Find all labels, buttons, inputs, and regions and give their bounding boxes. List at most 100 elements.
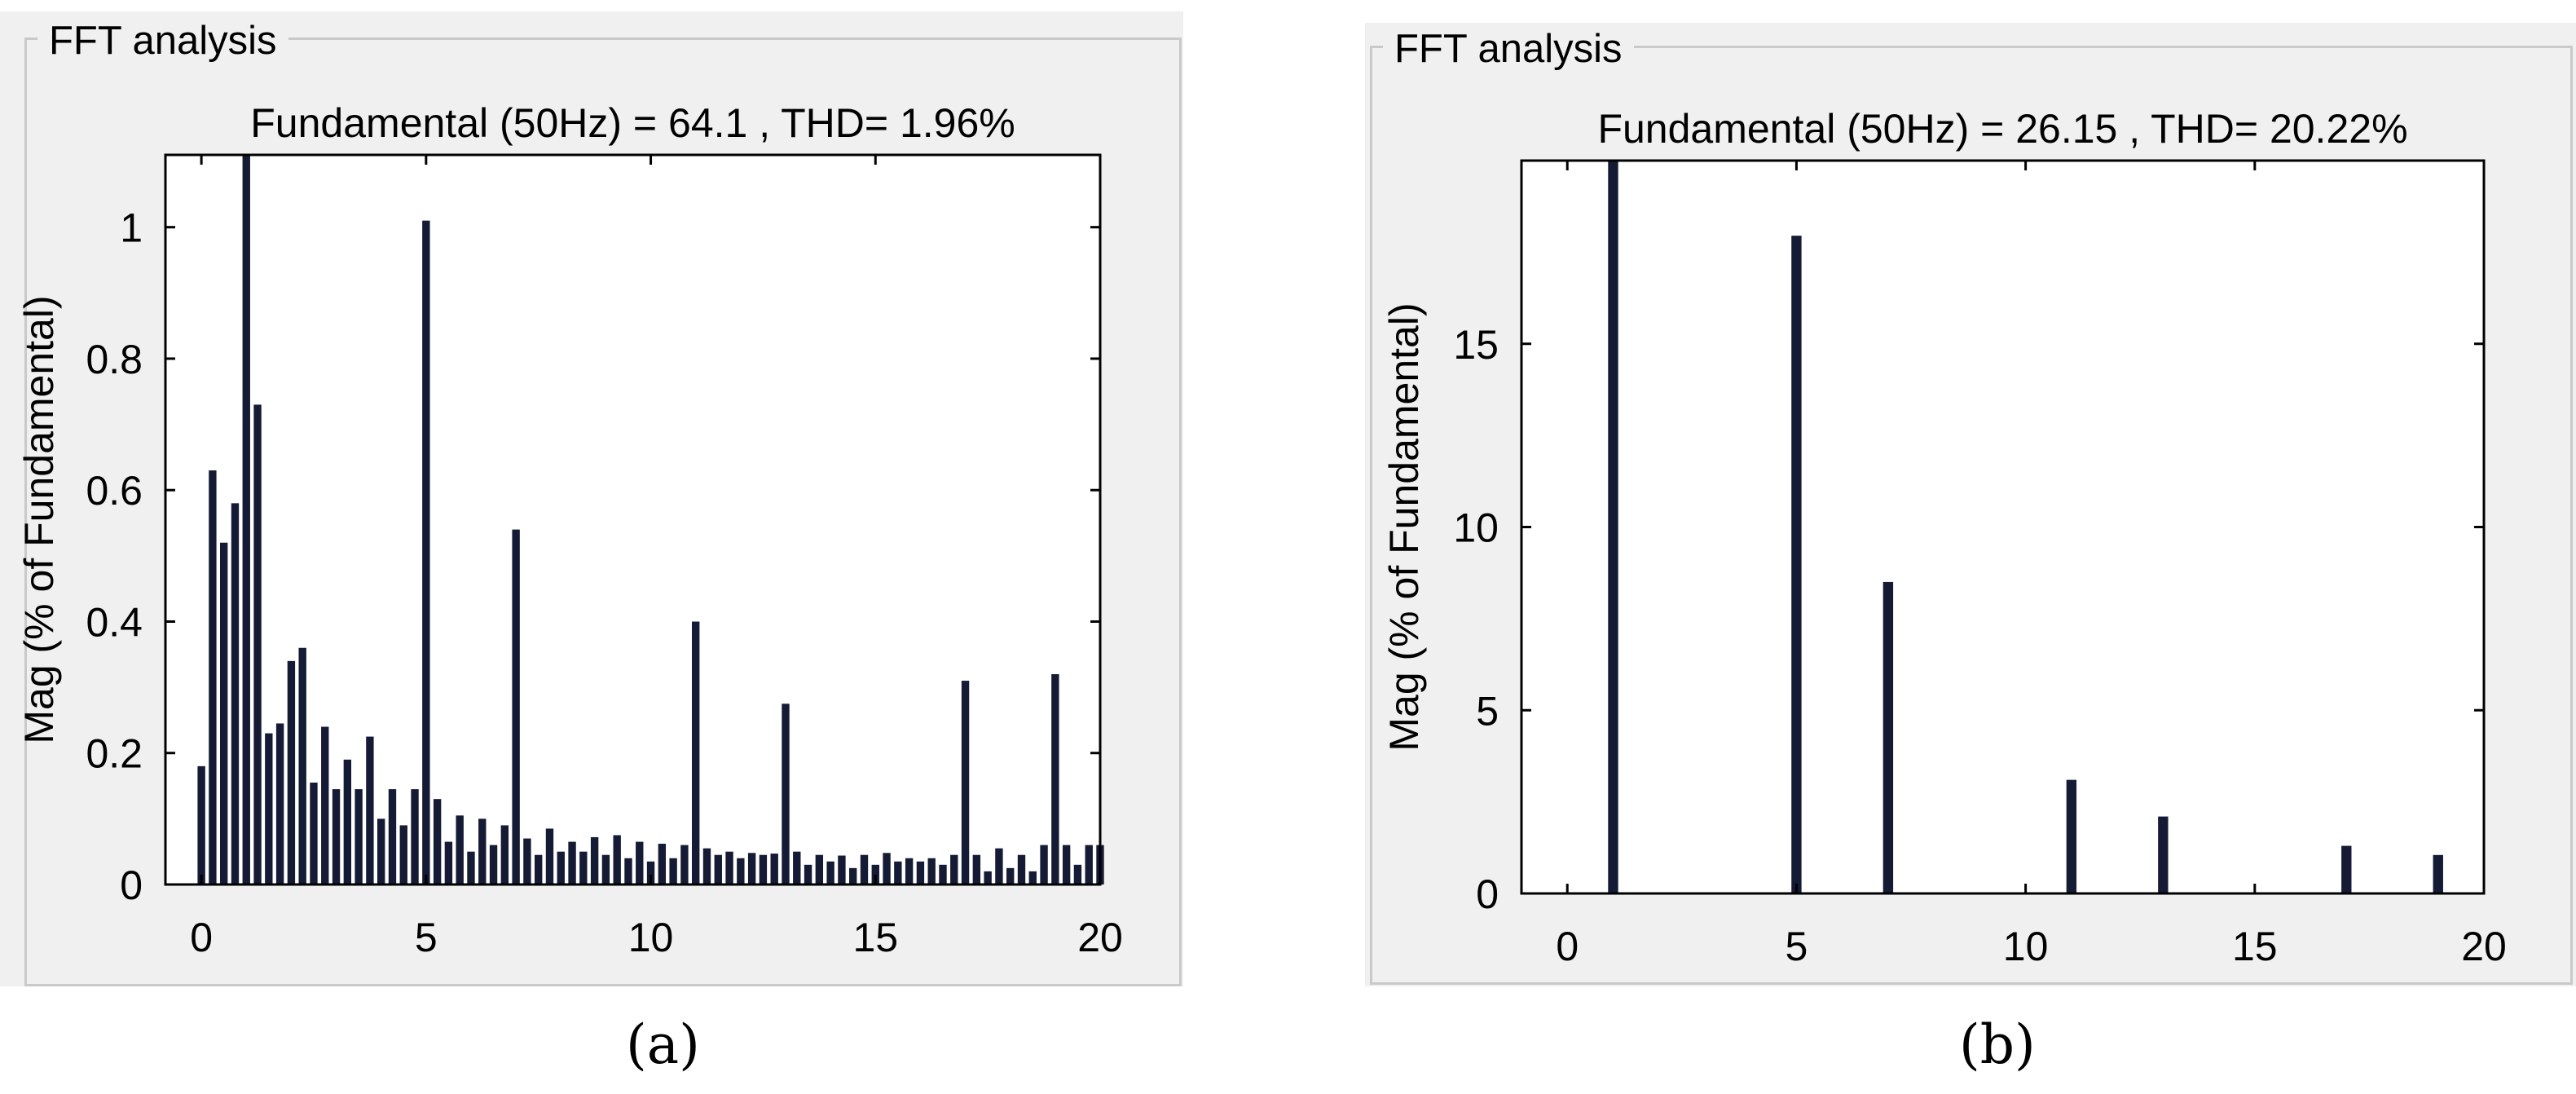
y-tick-label: 0.4 (86, 599, 143, 645)
bar (1791, 236, 1802, 893)
bar (849, 867, 857, 884)
bar (692, 621, 700, 884)
bar (1882, 581, 1894, 893)
bar (646, 861, 655, 884)
axes-box (164, 153, 1102, 886)
panel-a-frame (24, 37, 1182, 986)
bar (2158, 816, 2169, 893)
bar (321, 726, 329, 884)
bar (804, 864, 812, 884)
bar (883, 853, 891, 884)
bar (916, 861, 925, 884)
bar (422, 220, 430, 884)
bar (759, 854, 768, 884)
bar (613, 835, 621, 884)
bar (905, 858, 914, 884)
bar (871, 864, 879, 884)
bar (1085, 845, 1093, 884)
x-tick-label: 0 (190, 915, 213, 960)
bar (467, 851, 475, 884)
bar (725, 851, 733, 884)
bar (253, 404, 262, 884)
bar (535, 854, 543, 884)
bar (1073, 864, 1082, 884)
subfigure-label-b: (b) (1959, 1013, 2036, 1076)
bar (984, 871, 992, 884)
bar (354, 789, 363, 884)
bar (242, 155, 250, 884)
bar (568, 841, 576, 884)
bar (1051, 673, 1059, 884)
bar (287, 660, 296, 884)
bar (702, 848, 711, 884)
bar (939, 864, 947, 884)
y-tick-label: 15 (1453, 322, 1499, 368)
bar (1017, 854, 1026, 884)
bar (972, 854, 981, 884)
bar (265, 733, 273, 884)
bar (489, 845, 498, 884)
bar (298, 647, 306, 884)
bar (377, 818, 385, 884)
panel-b-frame (1370, 46, 2573, 985)
bar (995, 848, 1003, 884)
bar (927, 858, 936, 884)
bar (770, 854, 778, 884)
bar (456, 815, 464, 884)
y-axis-label: Mag (% of Fundamental) (1381, 302, 1427, 751)
x-tick-label: 5 (415, 915, 438, 960)
chart-title: Fundamental (50Hz) = 64.1 , THD= 1.96% (250, 100, 1015, 146)
bar (782, 704, 790, 884)
bar (500, 825, 509, 884)
bar (2341, 845, 2352, 893)
bar (601, 854, 610, 884)
x-tick-label: 15 (852, 915, 898, 960)
bar (838, 855, 846, 884)
bar (366, 736, 374, 884)
y-tick-label: 0.8 (86, 337, 143, 382)
x-tick-label: 20 (1077, 915, 1123, 960)
x-tick-label: 5 (1786, 924, 1808, 969)
y-tick-label: 0.2 (86, 731, 143, 777)
y-tick-label: 0 (1476, 871, 1499, 917)
bar (894, 861, 902, 884)
bar (669, 858, 677, 884)
bar (310, 783, 318, 884)
plot-area (1521, 161, 2484, 893)
panel-a-legend-title: FFT analysis (37, 18, 288, 64)
bar (557, 851, 565, 884)
bar (793, 851, 801, 884)
bar (737, 858, 745, 884)
bar (961, 681, 970, 884)
x-tick-label: 0 (1556, 924, 1579, 969)
bar (1028, 871, 1037, 884)
bar (826, 861, 834, 884)
bar (512, 529, 520, 884)
bar (343, 759, 352, 884)
y-axis-label: Mag (% of Fundamental) (16, 295, 62, 743)
bar (2066, 779, 2077, 893)
bar (2433, 854, 2443, 893)
y-tick-label: 5 (1476, 688, 1499, 734)
bar (478, 818, 487, 884)
bar (579, 851, 588, 884)
bar (1062, 845, 1071, 884)
bar (523, 838, 531, 884)
bar (399, 825, 407, 884)
y-tick-label: 0 (120, 862, 143, 908)
bar (1040, 845, 1048, 884)
bar (747, 853, 756, 884)
panel-b-legend-title: FFT analysis (1383, 26, 1634, 72)
x-tick-label: 15 (2232, 924, 2278, 969)
bar (714, 854, 722, 884)
bar (636, 841, 644, 884)
x-tick-label: 10 (2003, 924, 2049, 969)
bar (1006, 867, 1015, 884)
bar (950, 854, 958, 884)
y-tick-label: 10 (1453, 505, 1499, 551)
bar (1608, 161, 1618, 893)
bar (680, 845, 689, 884)
bar (444, 841, 453, 884)
bar (231, 503, 240, 884)
